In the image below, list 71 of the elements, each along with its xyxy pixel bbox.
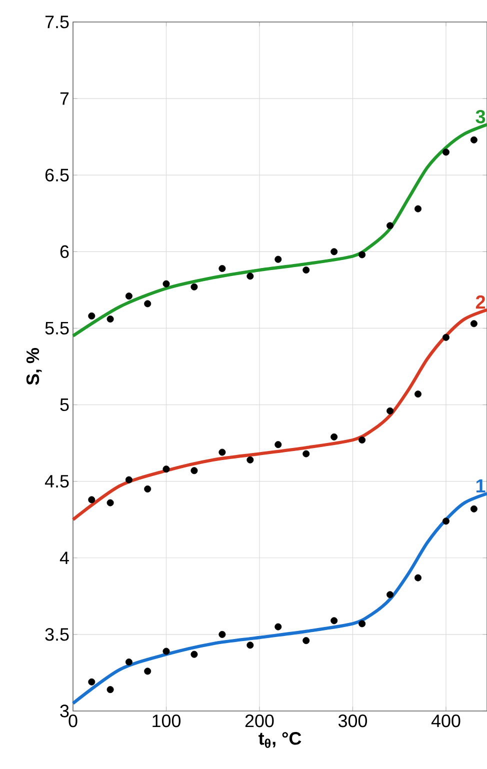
point (190, 283, 198, 290)
series-label: 1 (476, 479, 486, 492)
point (162, 648, 170, 655)
y-axis-title: S, % (26, 348, 42, 385)
point (386, 591, 394, 598)
point (470, 136, 478, 144)
point (88, 496, 96, 504)
y-tick-label: 4.5 (44, 475, 69, 488)
x-axis-title: t$_{θ}$, °C (258, 732, 302, 748)
point (125, 658, 132, 666)
point (144, 300, 152, 308)
point (442, 334, 450, 341)
line-series (71, 308, 487, 522)
point (358, 436, 366, 444)
point (106, 686, 114, 694)
point (330, 617, 338, 624)
series-label: 3 (476, 110, 486, 124)
y-tick-label: 5 (60, 398, 69, 412)
point (414, 205, 422, 212)
point (162, 466, 170, 473)
point (218, 448, 226, 456)
point (414, 574, 422, 582)
point (88, 312, 96, 320)
point (88, 678, 96, 686)
x-tick-label: 400 (431, 714, 460, 728)
point (414, 390, 422, 398)
point (190, 650, 198, 658)
point (162, 280, 170, 288)
y-tick-label: 4 (60, 552, 69, 564)
point (190, 467, 198, 474)
x-tick-label: 100 (152, 714, 181, 728)
point (106, 499, 114, 506)
point (218, 630, 226, 638)
x-tick-label: 300 (338, 714, 367, 728)
y-tick-label: 5.5 (45, 322, 69, 334)
series-label: 2 (476, 295, 486, 309)
y-tick-label: 7.5 (45, 16, 69, 28)
point (302, 266, 310, 274)
x-tick-label: 200 (245, 714, 274, 728)
point (442, 518, 450, 525)
point (125, 292, 132, 300)
point (442, 148, 450, 156)
y-tick-label: 7 (60, 92, 69, 105)
point (330, 433, 338, 440)
y-tick-label: 3.5 (45, 628, 69, 641)
y-tick-label: 6.5 (45, 168, 69, 182)
point (470, 505, 478, 512)
point (274, 623, 282, 630)
point (144, 485, 152, 492)
line-series (71, 492, 487, 705)
point (470, 320, 478, 328)
point (274, 441, 282, 448)
point (274, 256, 282, 263)
point (358, 251, 366, 258)
point (106, 316, 114, 323)
line-series (71, 122, 487, 338)
point (302, 450, 310, 458)
point (246, 272, 254, 280)
point (218, 265, 226, 272)
point (330, 248, 338, 256)
point (125, 476, 132, 484)
y-tick-label: 6 (60, 245, 69, 258)
point (302, 637, 310, 644)
point (246, 456, 254, 464)
point (358, 620, 366, 628)
point (386, 407, 394, 414)
x-tick-label: 0 (68, 714, 78, 728)
point (144, 668, 152, 675)
y-tick-label: 3 (60, 704, 69, 718)
point (386, 222, 394, 230)
point (246, 642, 254, 649)
